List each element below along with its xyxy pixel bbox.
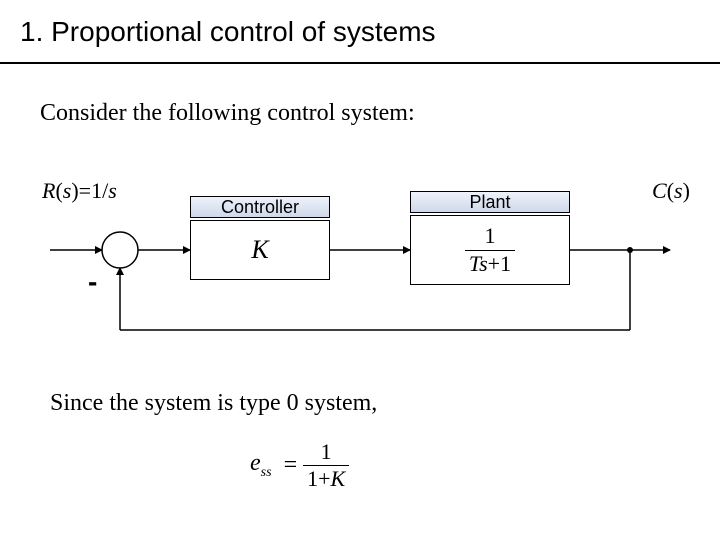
intro-text: Consider the following control system: — [40, 100, 415, 127]
summing-junction — [102, 232, 138, 268]
diagram-wires — [40, 160, 680, 360]
ess-sym: e — [250, 450, 261, 476]
conclusion-text: Since the system is type 0 system, — [50, 390, 377, 417]
ess-den: 1+K — [303, 467, 349, 491]
page-title: 1. Proportional control of systems — [20, 16, 436, 48]
ess-sub: ss — [261, 465, 272, 480]
block-diagram: R(s)=1/s C(s) - Controller K Plant 1 Ts+… — [40, 160, 680, 360]
heading-underline — [0, 62, 720, 64]
ess-num: 1 — [303, 440, 349, 464]
ess-equation: ess = 1 1+K — [250, 440, 349, 491]
